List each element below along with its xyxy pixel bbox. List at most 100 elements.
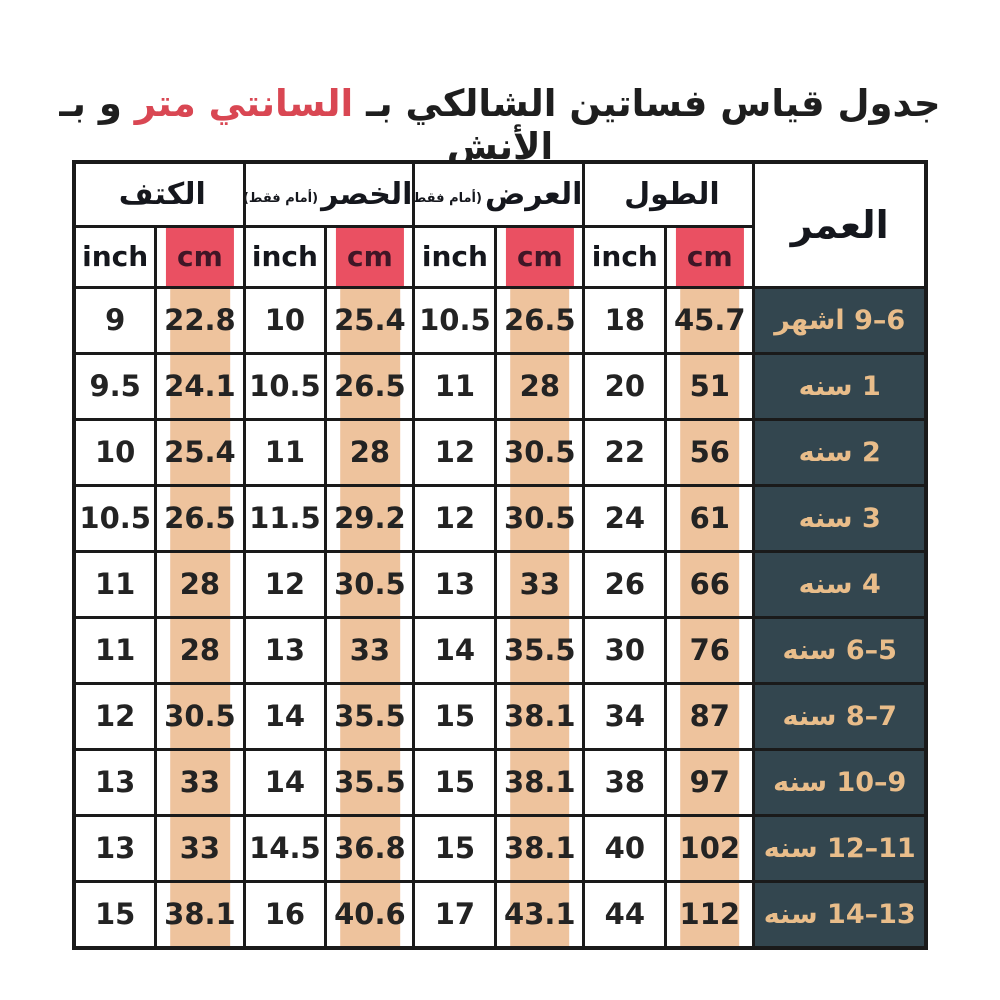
length-cm-cell: 97: [664, 747, 756, 817]
cm-value: 35.5: [504, 620, 576, 680]
shoulder-cm-cell: 22.8: [154, 285, 246, 355]
page-title: جدول قياس فساتين الشالكي بـ السانتي متر …: [0, 82, 1000, 168]
front-only-note: (أمام فقط): [413, 190, 482, 206]
length-inch-cell: 26: [582, 549, 668, 619]
column-header-width-label: العرض: [484, 176, 583, 212]
cm-value: 35.5: [334, 686, 406, 746]
length-cm-cell: 61: [664, 483, 756, 553]
length-cm-cell: 87: [664, 681, 756, 751]
width-inch-cell: 15: [412, 747, 498, 817]
unit-header-inch-length: inch: [582, 224, 668, 289]
length-inch-cell: 44: [582, 879, 668, 949]
cm-value: 29.2: [334, 488, 406, 548]
cm-value: 26.5: [504, 290, 576, 350]
cm-value: 97: [679, 752, 740, 812]
waist-inch-cell: 13: [242, 615, 328, 685]
cm-value: 30.5: [334, 554, 406, 614]
width-inch-cell: 14: [412, 615, 498, 685]
cm-value: 51: [679, 356, 740, 416]
cm-value: 28: [170, 620, 230, 680]
column-header-shoulder-label: الكتف: [118, 176, 206, 212]
cm-value: 30.5: [504, 488, 576, 548]
waist-inch-cell: 14.5: [242, 813, 328, 883]
waist-inch-cell: 11: [242, 417, 328, 487]
size-table-body: 6–9 اشهر 45.7 18 26.5 10.5 25.4 10 22.8 9 1 سنه 51…: [72, 285, 928, 949]
width-inch-cell: 11: [412, 351, 498, 421]
waist-cm-cell: 33: [324, 615, 416, 685]
cm-value: 102: [680, 818, 740, 878]
shoulder-cm-cell: 25.4: [154, 417, 246, 487]
waist-cm-cell: 30.5: [324, 549, 416, 619]
waist-cm-cell: 36.8: [324, 813, 416, 883]
column-header-age: العمر: [752, 160, 928, 289]
cm-value: 24.1: [164, 356, 236, 416]
shoulder-inch-cell: 12: [72, 681, 158, 751]
cm-value: 30.5: [164, 686, 236, 746]
column-header-width: العرض(أمام فقط): [412, 160, 586, 228]
shoulder-cm-cell: 24.1: [154, 351, 246, 421]
cm-value: 87: [679, 686, 740, 746]
unit-header-cm-shoulder: cm: [154, 224, 246, 289]
length-inch-cell: 18: [582, 285, 668, 355]
shoulder-cm-cell: 26.5: [154, 483, 246, 553]
width-cm-cell: 30.5: [494, 483, 586, 553]
waist-inch-cell: 12: [242, 549, 328, 619]
cm-unit-label: cm: [505, 229, 574, 284]
cm-value: 56: [679, 422, 740, 482]
unit-header-cm-length: cm: [664, 224, 756, 289]
waist-inch-cell: 14: [242, 747, 328, 817]
cm-value: 61: [679, 488, 740, 548]
width-inch-cell: 15: [412, 813, 498, 883]
width-cm-cell: 35.5: [494, 615, 586, 685]
cm-value: 33: [340, 620, 400, 680]
cm-value: 33: [170, 752, 230, 812]
table-row: 11–12 سنه 102 40 38.1 15 36.8 14.5 33 13: [72, 813, 928, 883]
cm-value: 26.5: [164, 488, 236, 548]
waist-cm-cell: 40.6: [324, 879, 416, 949]
unit-header-cm-width: cm: [494, 224, 586, 289]
column-header-shoulder: الكتف: [72, 160, 246, 228]
cm-value: 38.1: [504, 818, 576, 878]
length-inch-cell: 30: [582, 615, 668, 685]
cm-value: 33: [510, 554, 570, 614]
length-inch-cell: 20: [582, 351, 668, 421]
table-row: 2 سنه 56 22 30.5 12 28 11 25.4 10: [72, 417, 928, 487]
age-cell: 9–10 سنه: [752, 747, 928, 817]
table-row: 3 سنه 61 24 30.5 12 29.2 11.5 26.5 10.5: [72, 483, 928, 553]
width-inch-cell: 15: [412, 681, 498, 751]
size-table: العمر الطول العرض(أمام فقط) الخصر(أمام ف…: [72, 160, 928, 950]
age-cell: 2 سنه: [752, 417, 928, 487]
width-inch-cell: 12: [412, 483, 498, 553]
table-row: 9–10 سنه 97 38 38.1 15 35.5 14 33 13: [72, 747, 928, 817]
width-cm-cell: 38.1: [494, 747, 586, 817]
length-inch-cell: 34: [582, 681, 668, 751]
cm-value: 28: [510, 356, 570, 416]
waist-inch-cell: 11.5: [242, 483, 328, 553]
cm-value: 45.7: [674, 290, 746, 350]
unit-header-inch-shoulder: inch: [72, 224, 158, 289]
length-inch-cell: 40: [582, 813, 668, 883]
width-cm-cell: 26.5: [494, 285, 586, 355]
age-cell: 11–12 سنه: [752, 813, 928, 883]
length-cm-cell: 76: [664, 615, 756, 685]
waist-cm-cell: 35.5: [324, 747, 416, 817]
width-cm-cell: 38.1: [494, 681, 586, 751]
table-row: 5–6 سنه 76 30 35.5 14 33 13 28 11: [72, 615, 928, 685]
cm-value: 43.1: [504, 883, 576, 945]
cm-value: 25.4: [334, 290, 406, 350]
waist-cm-cell: 29.2: [324, 483, 416, 553]
length-cm-cell: 56: [664, 417, 756, 487]
waist-cm-cell: 35.5: [324, 681, 416, 751]
age-cell: 3 سنه: [752, 483, 928, 553]
cm-value: 33: [170, 818, 230, 878]
table-row: 1 سنه 51 20 28 11 26.5 10.5 24.1 9.5: [72, 351, 928, 421]
shoulder-cm-cell: 33: [154, 747, 246, 817]
width-inch-cell: 10.5: [412, 285, 498, 355]
cm-value: 28: [340, 422, 400, 482]
unit-header-inch-width: inch: [412, 224, 498, 289]
width-cm-cell: 33: [494, 549, 586, 619]
column-header-length: الطول: [582, 160, 756, 228]
table-row: 13–14 سنه 112 44 43.1 17 40.6 16 38.1 15: [72, 879, 928, 949]
cm-unit-label: cm: [675, 229, 744, 284]
cm-value: 112: [680, 883, 740, 945]
